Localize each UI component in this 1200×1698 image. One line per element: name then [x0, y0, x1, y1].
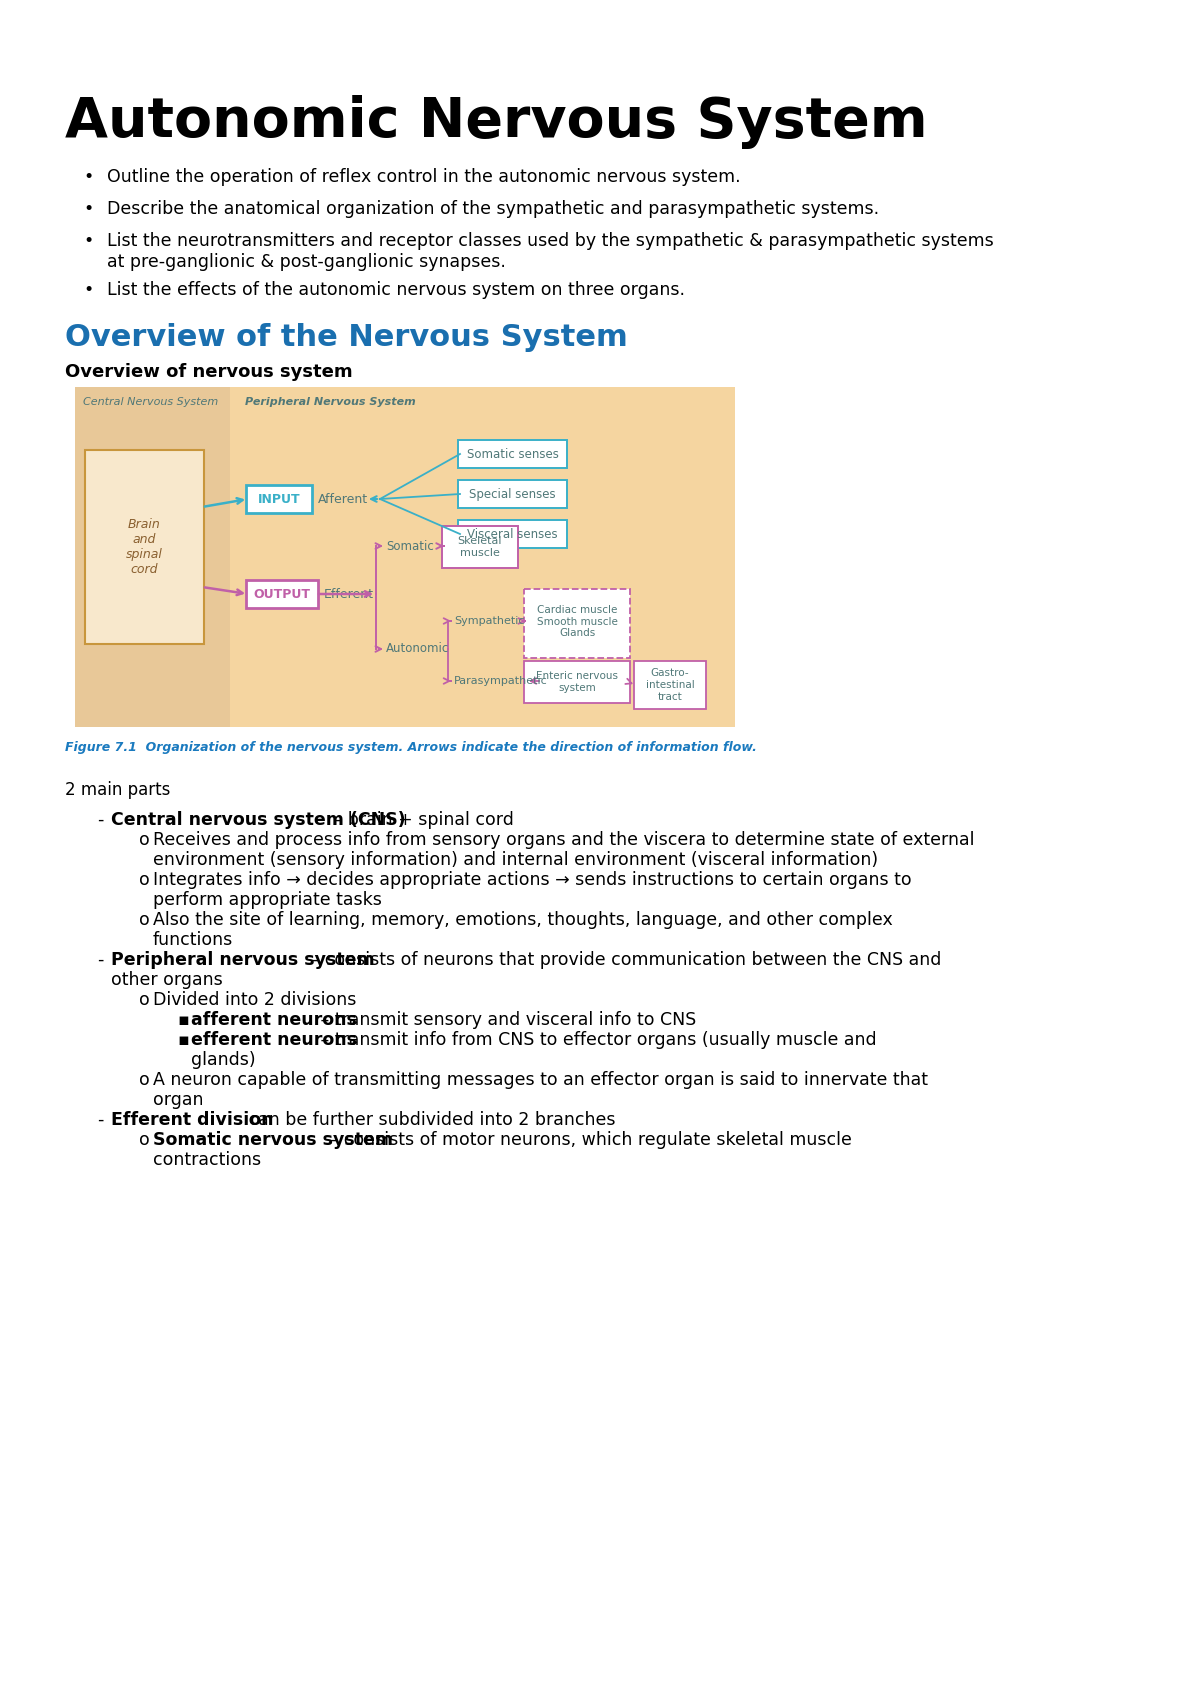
- Text: Integrates info → decides appropriate actions → sends instructions to certain or: Integrates info → decides appropriate ac…: [154, 871, 912, 890]
- Text: Also the site of learning, memory, emotions, thoughts, language, and other compl: Also the site of learning, memory, emoti…: [154, 912, 893, 929]
- Text: – transmit sensory and visceral info to CNS: – transmit sensory and visceral info to …: [314, 1010, 696, 1029]
- Text: Peripheral nervous system: Peripheral nervous system: [112, 951, 374, 970]
- Text: can be further subdivided into 2 branches: can be further subdivided into 2 branche…: [242, 1110, 616, 1129]
- Text: environment (sensory information) and internal environment (visceral information: environment (sensory information) and in…: [154, 851, 878, 869]
- Text: A neuron capable of transmitting messages to an effector organ is said to innerv: A neuron capable of transmitting message…: [154, 1071, 928, 1088]
- Text: glands): glands): [191, 1051, 256, 1070]
- Text: Somatic senses: Somatic senses: [467, 448, 558, 460]
- Text: OUTPUT: OUTPUT: [253, 588, 311, 601]
- Text: •: •: [83, 200, 94, 217]
- Text: o: o: [139, 992, 150, 1009]
- Text: Skeletal
muscle: Skeletal muscle: [457, 537, 503, 559]
- FancyBboxPatch shape: [458, 520, 568, 548]
- Text: Somatic: Somatic: [386, 540, 433, 552]
- Text: List the neurotransmitters and receptor classes used by the sympathetic & parasy: List the neurotransmitters and receptor …: [107, 233, 994, 250]
- FancyBboxPatch shape: [524, 589, 630, 659]
- Text: •: •: [83, 168, 94, 187]
- Text: Parasympathetic: Parasympathetic: [454, 676, 547, 686]
- Text: contractions: contractions: [154, 1151, 262, 1168]
- FancyBboxPatch shape: [74, 387, 230, 727]
- FancyBboxPatch shape: [246, 486, 312, 513]
- Text: Receives and process info from sensory organs and the viscera to determine state: Receives and process info from sensory o…: [154, 830, 974, 849]
- Text: ▪: ▪: [178, 1010, 188, 1029]
- Text: o: o: [139, 830, 150, 849]
- Text: Autonomic Nervous System: Autonomic Nervous System: [65, 95, 928, 149]
- FancyBboxPatch shape: [85, 450, 204, 644]
- Text: Divided into 2 divisions: Divided into 2 divisions: [154, 992, 356, 1009]
- Text: Central nervous system (CNS): Central nervous system (CNS): [112, 812, 406, 829]
- Text: – consists of neurons that provide communication between the CNS and: – consists of neurons that provide commu…: [305, 951, 941, 970]
- Text: o: o: [139, 912, 150, 929]
- Text: – brain + spinal cord: – brain + spinal cord: [328, 812, 514, 829]
- Text: Describe the anatomical organization of the sympathetic and parasympathetic syst: Describe the anatomical organization of …: [107, 200, 880, 217]
- Text: functions: functions: [154, 931, 233, 949]
- Text: Peripheral Nervous System: Peripheral Nervous System: [245, 397, 415, 408]
- Text: Enteric nervous
system: Enteric nervous system: [536, 671, 618, 693]
- Text: organ: organ: [154, 1092, 204, 1109]
- Text: •: •: [83, 280, 94, 299]
- FancyBboxPatch shape: [634, 661, 706, 710]
- Text: at pre-ganglionic & post-ganglionic synapses.: at pre-ganglionic & post-ganglionic syna…: [107, 253, 506, 272]
- FancyBboxPatch shape: [458, 481, 568, 508]
- Text: Efferent division: Efferent division: [112, 1110, 274, 1129]
- Text: Figure 7.1  Organization of the nervous system. Arrows indicate the direction of: Figure 7.1 Organization of the nervous s…: [65, 740, 757, 754]
- Text: Outline the operation of reflex control in the autonomic nervous system.: Outline the operation of reflex control …: [107, 168, 740, 187]
- Text: Cardiac muscle
Smooth muscle
Glands: Cardiac muscle Smooth muscle Glands: [536, 604, 618, 638]
- Text: other organs: other organs: [112, 971, 223, 988]
- Text: o: o: [139, 871, 150, 890]
- Text: 2 main parts: 2 main parts: [65, 781, 170, 800]
- Text: afferent neurons: afferent neurons: [191, 1010, 356, 1029]
- Text: Overview of the Nervous System: Overview of the Nervous System: [65, 323, 628, 351]
- FancyBboxPatch shape: [458, 440, 568, 469]
- Text: efferent neurons: efferent neurons: [191, 1031, 358, 1049]
- FancyBboxPatch shape: [246, 581, 318, 608]
- Text: -: -: [97, 951, 103, 970]
- Text: -: -: [97, 1110, 103, 1129]
- Text: List the effects of the autonomic nervous system on three organs.: List the effects of the autonomic nervou…: [107, 280, 685, 299]
- Text: Brain
and
spinal
cord: Brain and spinal cord: [126, 518, 163, 576]
- Text: Sympathetic: Sympathetic: [454, 616, 524, 627]
- Text: Gastro-
intestinal
tract: Gastro- intestinal tract: [646, 669, 695, 701]
- Text: Autonomic: Autonomic: [386, 642, 449, 655]
- Text: Afferent: Afferent: [318, 492, 368, 506]
- Text: ▪: ▪: [178, 1031, 188, 1049]
- FancyBboxPatch shape: [442, 526, 518, 569]
- Text: o: o: [139, 1131, 150, 1150]
- FancyBboxPatch shape: [524, 661, 630, 703]
- Text: Somatic nervous system: Somatic nervous system: [154, 1131, 394, 1150]
- Text: o: o: [139, 1071, 150, 1088]
- FancyBboxPatch shape: [74, 387, 734, 727]
- Text: Central Nervous System: Central Nervous System: [83, 397, 218, 408]
- Text: perform appropriate tasks: perform appropriate tasks: [154, 891, 382, 908]
- Text: INPUT: INPUT: [258, 492, 300, 506]
- Text: Visceral senses: Visceral senses: [467, 528, 558, 540]
- Text: Overview of nervous system: Overview of nervous system: [65, 363, 353, 380]
- Text: •: •: [83, 233, 94, 250]
- Text: Special senses: Special senses: [469, 487, 556, 501]
- Text: Efferent: Efferent: [324, 588, 374, 601]
- Text: – transmit info from CNS to effector organs (usually muscle and: – transmit info from CNS to effector org…: [314, 1031, 877, 1049]
- Text: – consists of motor neurons, which regulate skeletal muscle: – consists of motor neurons, which regul…: [324, 1131, 851, 1150]
- Text: -: -: [97, 812, 103, 829]
